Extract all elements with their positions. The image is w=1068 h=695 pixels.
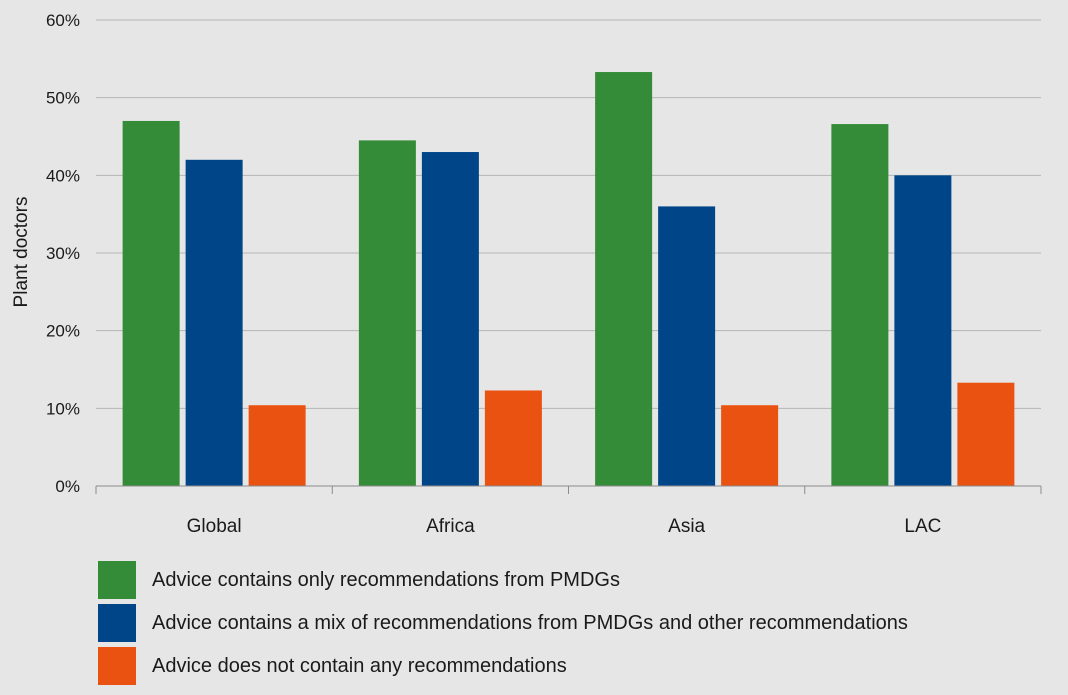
y-tick-label: 20% — [46, 322, 80, 341]
legend-swatch — [98, 647, 136, 685]
legend-item: Advice contains a mix of recommendations… — [98, 603, 908, 643]
x-axis — [95, 485, 1042, 494]
bar — [358, 140, 416, 486]
y-axis-title: Plant doctors — [11, 197, 32, 308]
legend-label: Advice does not contain any recommendati… — [152, 654, 567, 677]
x-tick-label: Africa — [426, 516, 475, 537]
legend-swatch — [98, 604, 136, 642]
bar-chart: 0% 10% 20% 30% 40% 50% 60% Global Africa Asia LAC… — [11, 11, 1042, 537]
x-tick-label: LAC — [904, 516, 941, 537]
y-tick-label: 50% — [46, 89, 80, 108]
bar — [595, 72, 653, 486]
bar — [185, 159, 243, 487]
bar — [721, 405, 779, 486]
legend-label: Advice contains a mix of recommendations… — [152, 611, 908, 634]
bar — [248, 405, 306, 486]
y-tick-label: 40% — [46, 166, 80, 185]
legend: Advice contains only recommendations fro… — [98, 560, 908, 689]
y-axis: 0% 10% 20% 30% 40% 50% 60% — [46, 11, 80, 496]
legend-item: Advice contains only recommendations fro… — [98, 560, 908, 600]
bar — [484, 390, 542, 486]
legend-item: Advice does not contain any recommendati… — [98, 646, 908, 686]
y-tick-label: 0% — [55, 477, 80, 496]
x-tick-label: Global — [187, 516, 242, 537]
bar — [957, 382, 1015, 486]
bar — [658, 206, 716, 486]
bar — [421, 152, 479, 487]
y-tick-label: 60% — [46, 11, 80, 30]
legend-label: Advice contains only recommendations fro… — [152, 568, 620, 591]
y-tick-label: 30% — [46, 244, 80, 263]
y-tick-label: 10% — [46, 399, 80, 418]
x-tick-label: Asia — [668, 516, 705, 537]
bar — [894, 175, 952, 487]
legend-swatch — [98, 561, 136, 599]
bar — [122, 120, 180, 486]
bars — [122, 72, 1015, 487]
bar — [831, 124, 889, 486]
x-axis-labels: Global Africa Asia LAC — [187, 516, 942, 537]
